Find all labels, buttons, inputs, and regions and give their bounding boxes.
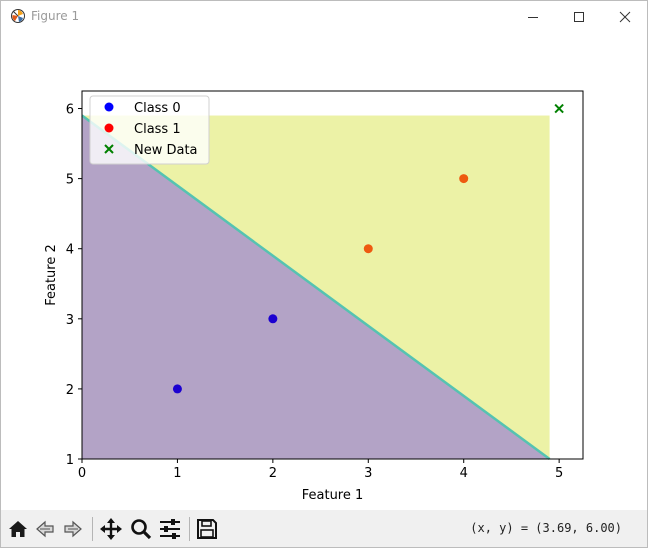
legend-marker bbox=[104, 123, 114, 133]
back-button[interactable] bbox=[32, 516, 58, 542]
back-icon bbox=[36, 520, 54, 538]
legend-label: New Data bbox=[134, 143, 198, 158]
configure-subplots-icon bbox=[160, 519, 180, 539]
zoom-button[interactable] bbox=[128, 516, 154, 542]
y-tick-label: 4 bbox=[66, 243, 74, 258]
y-tick-label: 6 bbox=[66, 103, 74, 118]
class-0-point bbox=[268, 314, 278, 324]
home-icon bbox=[9, 521, 27, 537]
y-tick-label: 5 bbox=[66, 173, 74, 188]
maximize-icon bbox=[574, 11, 584, 22]
x-tick-label: 2 bbox=[269, 466, 277, 481]
x-tick-label: 0 bbox=[78, 466, 86, 481]
y-tick-label: 2 bbox=[66, 383, 74, 398]
matplotlib-logo-icon bbox=[11, 9, 25, 23]
minimize-button[interactable] bbox=[510, 1, 556, 32]
close-icon bbox=[619, 11, 631, 22]
marker-stroke bbox=[104, 144, 114, 154]
forward-button[interactable] bbox=[60, 516, 86, 542]
forward-icon bbox=[64, 520, 82, 538]
pan-button[interactable] bbox=[98, 516, 124, 542]
zoom-icon bbox=[131, 519, 152, 540]
pan-icon bbox=[100, 518, 122, 540]
legend-marker bbox=[104, 102, 114, 112]
marker-stroke bbox=[554, 103, 564, 114]
coordinates-readout: (x, y) = (3.69, 6.00) bbox=[470, 521, 622, 535]
y-tick-label: 3 bbox=[66, 313, 74, 328]
legend: Class 0 Class 1 New Data bbox=[89, 95, 210, 165]
x-tick-label: 1 bbox=[173, 466, 181, 481]
legend-label: Class 0 bbox=[134, 101, 181, 116]
home-button[interactable] bbox=[5, 516, 31, 542]
toolbar-separator bbox=[189, 517, 190, 541]
figure-canvas[interactable]: 0 1 2 3 4 5 1 2 3 4 5 6 Feature 1 Feature 2 Class 0 Cla… bbox=[1, 32, 647, 510]
close-button[interactable] bbox=[602, 1, 648, 32]
y-axis-label: Feature 2 bbox=[44, 244, 59, 306]
toolbar-separator bbox=[92, 517, 93, 541]
x-tick-label: 3 bbox=[364, 466, 372, 481]
window-title: Figure 1 bbox=[31, 9, 80, 23]
save-button[interactable] bbox=[194, 516, 220, 542]
legend-marker bbox=[104, 144, 114, 154]
configure-subplots-button[interactable] bbox=[157, 516, 183, 542]
class-1-point bbox=[459, 174, 469, 184]
x-axis-label: Feature 1 bbox=[302, 488, 364, 503]
minimize-icon bbox=[528, 16, 538, 18]
class-1-point bbox=[363, 244, 373, 254]
x-tick-label: 4 bbox=[460, 466, 468, 481]
class-0-point bbox=[172, 384, 182, 394]
legend-label: Class 1 bbox=[134, 122, 181, 137]
save-icon bbox=[197, 519, 217, 539]
x-tick-label: 5 bbox=[555, 466, 563, 481]
maximize-button[interactable] bbox=[556, 1, 602, 32]
title-bar: Figure 1 bbox=[1, 1, 647, 32]
decision-boundary bbox=[81, 114, 551, 461]
legend-box bbox=[89, 95, 210, 165]
y-tick-label: 1 bbox=[66, 453, 74, 468]
axes-frame bbox=[81, 90, 584, 460]
new-data-point bbox=[554, 103, 564, 114]
navigation-toolbar: (x, y) = (3.69, 6.00) bbox=[1, 510, 647, 547]
